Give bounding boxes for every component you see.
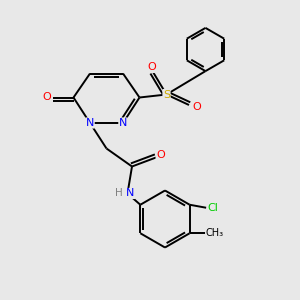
- Text: S: S: [163, 89, 170, 100]
- Text: Cl: Cl: [207, 203, 218, 213]
- Text: CH₃: CH₃: [206, 228, 224, 238]
- Text: N: N: [86, 118, 94, 128]
- Text: O: O: [43, 92, 52, 103]
- Text: H: H: [115, 188, 122, 199]
- Text: O: O: [147, 62, 156, 73]
- Text: O: O: [192, 101, 201, 112]
- Text: O: O: [156, 149, 165, 160]
- Text: N: N: [119, 118, 127, 128]
- Text: N: N: [126, 188, 135, 199]
